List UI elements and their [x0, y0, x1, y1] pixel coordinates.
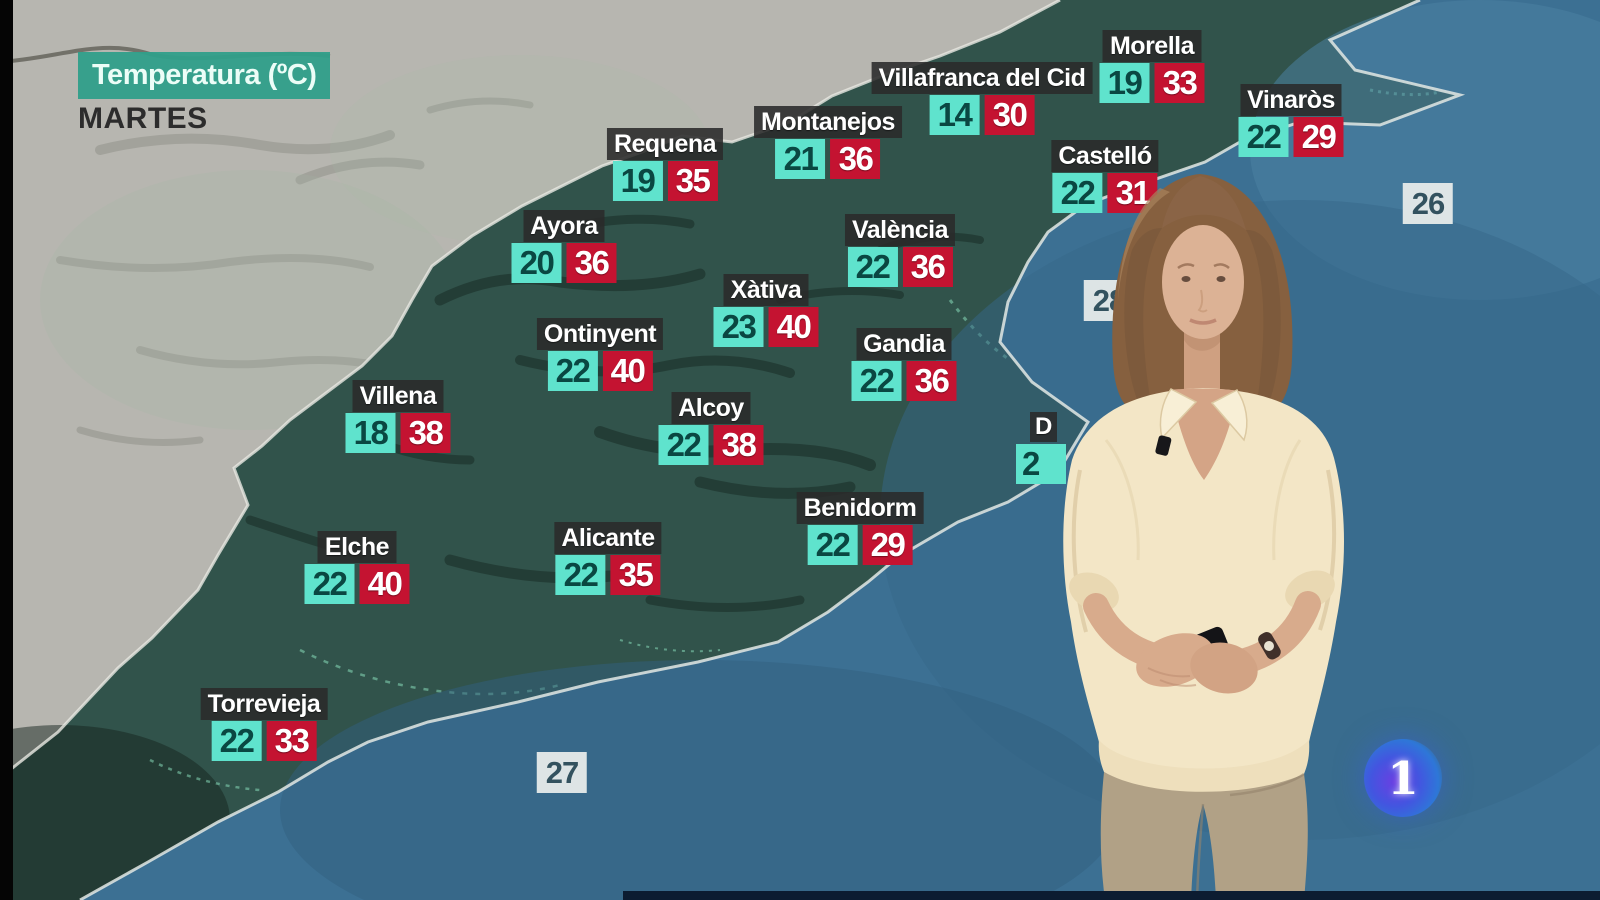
map-legend: Temperatura (ºC) MARTES — [78, 52, 331, 136]
city-min-temp: 22 — [1052, 173, 1103, 213]
city-max-temp: 40 — [602, 351, 653, 391]
city-min-temp: 23 — [713, 307, 764, 347]
lower-third-bar — [623, 891, 1600, 900]
city-min-temp: 14 — [929, 95, 980, 135]
city-name: Villafranca del Cid — [871, 62, 1093, 94]
sea-temperature: 27 — [536, 752, 588, 793]
city-max-temp: 29 — [862, 525, 913, 565]
city-max-temp: 35 — [667, 161, 718, 201]
city-label: Ayora 20 36 — [511, 210, 617, 283]
city-name: Montanejos — [754, 106, 902, 138]
city-min-temp: 21 — [775, 139, 826, 179]
city-max-temp: 36 — [902, 247, 953, 287]
city-max-temp: 29 — [1293, 117, 1344, 157]
city-min-temp: 22 — [658, 425, 709, 465]
left-black-strip — [0, 0, 13, 900]
city-label: Villafranca del Cid 14 30 — [871, 62, 1093, 135]
city-label: Alcoy 22 38 — [658, 392, 764, 465]
city-min-temp: 19 — [1099, 63, 1150, 103]
city-max-temp: 36 — [906, 361, 957, 401]
city-label: Elche 22 40 — [304, 531, 410, 604]
city-name: Ontinyent — [536, 318, 664, 350]
city-max-temp: 36 — [830, 139, 881, 179]
city-name: Torrevieja — [200, 688, 328, 720]
city-max-temp: 38 — [400, 413, 451, 453]
channel-logo-label: 1 — [1387, 751, 1419, 805]
city-max-temp: 40 — [359, 564, 410, 604]
city-label: Torrevieja 22 33 — [200, 688, 328, 761]
city-name: Villena — [352, 380, 444, 412]
city-max-temp: 36 — [566, 243, 617, 283]
city-max-temp: 38 — [713, 425, 764, 465]
city-min-temp: 22 — [211, 721, 262, 761]
legend-title: Temperatura (ºC) — [78, 52, 331, 99]
city-name: València — [844, 214, 956, 246]
city-label: Montanejos 21 36 — [754, 106, 902, 179]
city-label: Castelló 22 31 — [1051, 140, 1159, 213]
city-max-temp: 40 — [768, 307, 819, 347]
city-name: Morella — [1102, 30, 1202, 62]
city-max-temp: 33 — [1154, 63, 1205, 103]
city-name: Gandia — [856, 328, 952, 360]
city-min-temp: 22 — [847, 247, 898, 287]
city-name: Alcoy — [671, 392, 751, 424]
legend-day: MARTES — [78, 102, 208, 135]
city-min-temp: 2 — [1016, 444, 1066, 484]
city-label: Benidorm 22 29 — [796, 492, 924, 565]
city-min-temp: 19 — [612, 161, 663, 201]
city-min-temp: 22 — [1238, 117, 1289, 157]
city-name: Castelló — [1051, 140, 1159, 172]
city-label: Ontinyent 22 40 — [536, 318, 664, 391]
city-label: Xàtiva 23 40 — [713, 274, 819, 347]
city-max-temp: 30 — [984, 95, 1035, 135]
city-min-temp: 20 — [511, 243, 562, 283]
city-name: Alicante — [554, 522, 662, 554]
city-min-temp: 22 — [555, 555, 606, 595]
weather-presenter — [1063, 174, 1344, 900]
city-name: Requena — [606, 128, 724, 160]
city-label: Gandia 22 36 — [851, 328, 957, 401]
city-name: Benidorm — [796, 492, 924, 524]
city-label: Requena 19 35 — [606, 128, 724, 201]
city-label: València 22 36 — [844, 214, 956, 287]
city-min-temp: 22 — [807, 525, 858, 565]
city-label: Vinaròs 22 29 — [1238, 84, 1344, 157]
city-label-partial: D 2 — [1016, 412, 1066, 484]
city-name: Ayora — [523, 210, 605, 242]
city-label: Morella 19 33 — [1099, 30, 1205, 103]
city-min-temp: 22 — [547, 351, 598, 391]
sea-temperature: 26 — [1402, 183, 1454, 224]
city-label: Alicante 22 35 — [554, 522, 662, 595]
city-min-temp: 18 — [345, 413, 396, 453]
city-max-temp: 33 — [266, 721, 317, 761]
city-name: Vinaròs — [1240, 84, 1342, 116]
channel-logo-1: 1 — [1364, 739, 1442, 817]
city-name: Xàtiva — [723, 274, 809, 306]
city-label: Villena 18 38 — [345, 380, 451, 453]
city-max-temp: 35 — [610, 555, 661, 595]
city-name: Elche — [317, 531, 397, 563]
city-min-temp: 22 — [851, 361, 902, 401]
city-min-temp: 22 — [304, 564, 355, 604]
city-name: D — [1030, 412, 1057, 442]
